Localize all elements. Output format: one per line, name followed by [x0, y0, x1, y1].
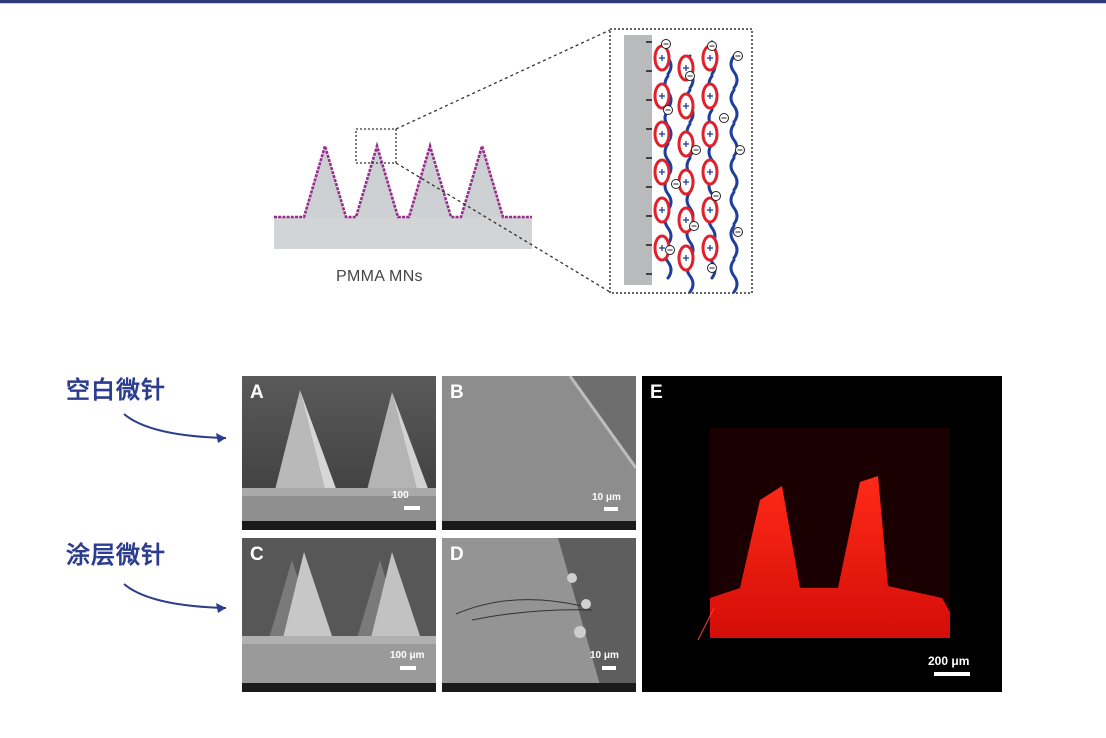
sem-info-bar-a — [242, 521, 436, 530]
sem-image-a — [242, 376, 436, 530]
negative-ion — [663, 105, 673, 115]
negative-ion — [665, 245, 675, 255]
scale-label-e: 200 μm — [928, 654, 970, 668]
positive-particle — [677, 130, 695, 158]
fluorescence-panel-e: E 200 μm — [642, 376, 1002, 692]
scale-bar-d — [602, 666, 616, 670]
top-border — [0, 0, 1106, 3]
negative-ion — [707, 41, 717, 51]
positive-particle — [653, 234, 671, 262]
polymer-chain — [729, 258, 739, 294]
label-coated-mn: 涂层微针 — [66, 541, 166, 569]
scale-label-b: 10 μm — [592, 492, 621, 503]
panel-letter-b: B — [450, 382, 464, 403]
sem-panel-c: C 100 μm — [242, 538, 436, 692]
label-arrows — [123, 413, 227, 613]
mn-schematic — [274, 28, 753, 294]
negative-ion — [733, 51, 743, 61]
negative-ion — [707, 263, 717, 273]
positive-particle — [701, 234, 719, 262]
mn-needles — [274, 146, 532, 217]
polymer-chain — [729, 54, 739, 90]
fluorescence-image-e — [697, 428, 950, 641]
negative-ion — [719, 113, 729, 123]
polymer-chain — [729, 88, 739, 124]
mn-substrate — [274, 217, 532, 249]
positive-particle — [677, 244, 695, 272]
negative-ion — [711, 191, 721, 201]
positive-particle — [653, 158, 671, 186]
sem-panel-b: B 10 μm — [442, 376, 636, 530]
positive-particle — [653, 44, 671, 72]
negative-ion — [689, 221, 699, 231]
negative-ion — [735, 145, 745, 155]
sem-image-b — [442, 376, 636, 530]
panel-letter-c: C — [250, 544, 264, 565]
scale-bar-e — [934, 672, 970, 676]
panel-letter-a: A — [250, 382, 264, 403]
mn-coating-outline — [274, 141, 532, 219]
scale-bar-b — [604, 507, 618, 511]
mn-label: PMMA MNs — [336, 268, 423, 285]
zoom-box-small — [355, 128, 397, 164]
negative-ion — [661, 39, 671, 49]
positive-particle — [653, 82, 671, 110]
surface-charge-marks — [646, 41, 652, 275]
sem-panel-a: A 100 — [242, 376, 436, 530]
polymer-chain — [729, 190, 739, 226]
surface-strip — [624, 35, 652, 285]
top-border-shadow — [0, 3, 1106, 4]
scale-bar-c — [400, 666, 416, 670]
scale-label-d: 10 μm — [590, 650, 619, 661]
negative-ion — [691, 145, 701, 155]
positive-particle — [677, 168, 695, 196]
positive-particle — [701, 120, 719, 148]
polymer-chain — [729, 156, 739, 192]
negative-ion — [733, 227, 743, 237]
sem-info-bar-c — [242, 683, 436, 692]
label-blank-mn: 空白微针 — [66, 376, 166, 404]
positive-particle — [677, 92, 695, 120]
positive-particle — [701, 196, 719, 224]
scale-label-a: 100 — [392, 490, 409, 501]
positive-particle — [653, 196, 671, 224]
negative-ion — [685, 71, 695, 81]
positive-particle — [701, 158, 719, 186]
positive-particle — [701, 82, 719, 110]
negative-ion — [671, 179, 681, 189]
sem-info-bar-b — [442, 521, 636, 530]
scale-bar-a — [404, 506, 420, 510]
charged-particles — [653, 39, 745, 273]
polymer-chain — [729, 224, 739, 260]
sem-panel-d: D 10 μm — [442, 538, 636, 692]
sem-info-bar-d — [442, 683, 636, 692]
positive-particle — [653, 120, 671, 148]
panel-letter-e: E — [650, 382, 663, 403]
scale-label-c: 100 μm — [390, 650, 425, 661]
panel-letter-d: D — [450, 544, 464, 565]
